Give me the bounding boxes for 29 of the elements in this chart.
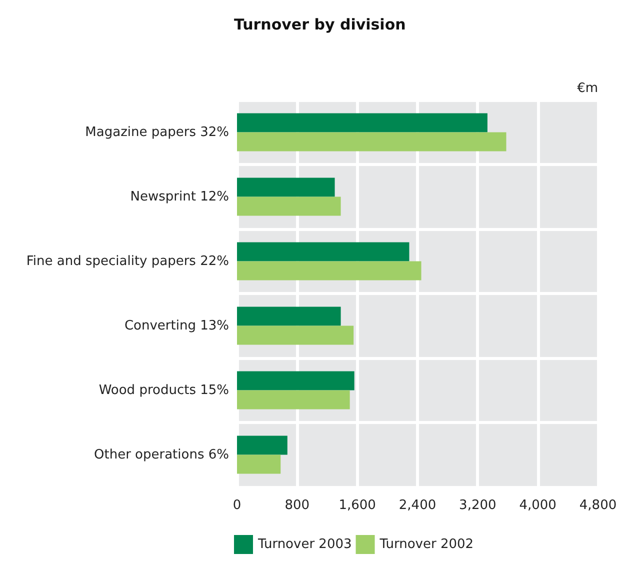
bar — [237, 436, 288, 455]
legend-label: Turnover 2002 — [378, 537, 474, 552]
bar — [237, 242, 410, 262]
x-tick-label: 2,400 — [398, 498, 436, 513]
y-tick-label: Converting 13% — [124, 318, 229, 334]
x-tick-label: 4,000 — [519, 498, 556, 513]
bar — [237, 371, 354, 390]
bar — [237, 261, 422, 280]
x-tick-label: 3,200 — [459, 498, 496, 513]
x-axis-title: €m — [577, 81, 598, 96]
bar — [237, 132, 506, 152]
y-tick-label: Newsprint 12% — [130, 189, 229, 204]
bar — [237, 326, 354, 345]
legend-label: Turnover 2003 — [257, 537, 352, 552]
x-tick-label: 0 — [232, 498, 242, 513]
x-tick-label: 4,800 — [579, 498, 617, 513]
bar — [237, 306, 341, 326]
y-tick-label: Wood products 15% — [98, 382, 229, 398]
bar — [237, 196, 341, 216]
bar — [237, 113, 488, 132]
bar — [237, 178, 335, 197]
x-tick-label: 800 — [284, 498, 310, 513]
bar — [237, 454, 281, 474]
y-tick-label: Other operations 6% — [94, 447, 229, 462]
x-tick-label: 1,600 — [338, 498, 376, 513]
y-tick-label: Magazine papers 32% — [85, 124, 229, 140]
bar — [237, 390, 350, 410]
y-tick-label: Fine and speciality papers 22% — [26, 254, 229, 269]
chart-title: Turnover by division — [234, 16, 406, 34]
